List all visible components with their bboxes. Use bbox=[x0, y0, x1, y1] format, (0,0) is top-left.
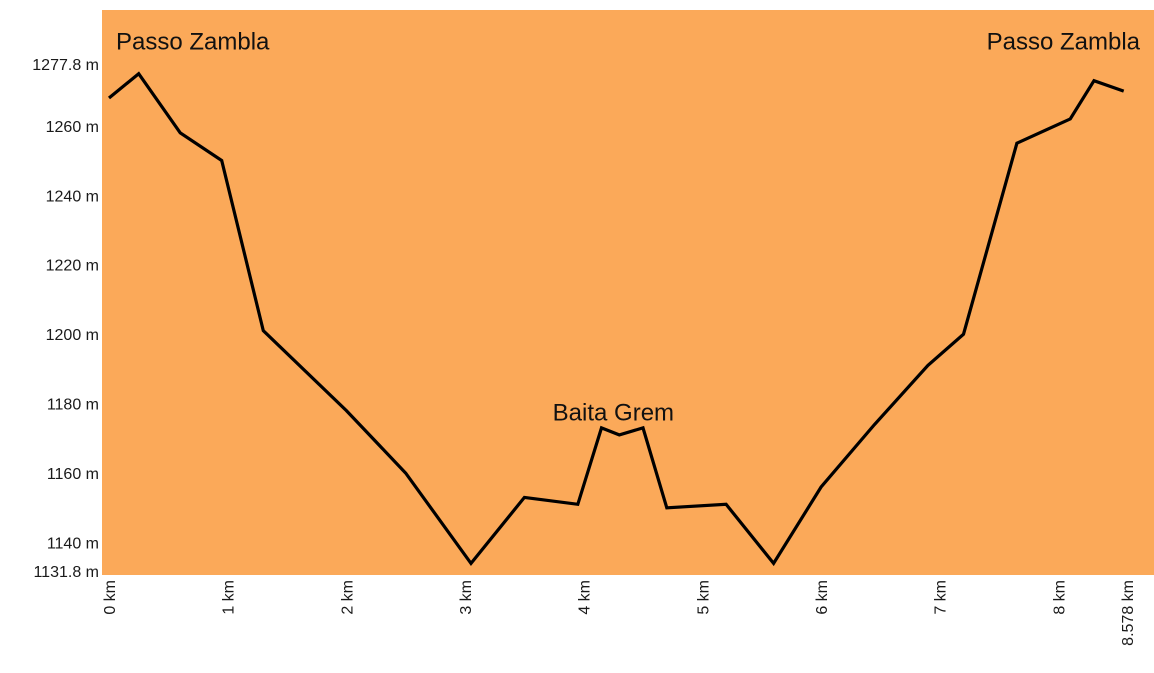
plot-background bbox=[102, 10, 1154, 575]
x-tick-label: 3 km bbox=[458, 580, 475, 615]
x-tick-label: 8.578 km bbox=[1120, 580, 1137, 646]
y-tick-label: 1277.8 m bbox=[32, 57, 99, 74]
location-annotation: Baita Grem bbox=[553, 400, 674, 427]
x-tick-label: 0 km bbox=[102, 580, 119, 615]
x-tick-label: 6 km bbox=[814, 580, 831, 615]
x-tick-label: 5 km bbox=[695, 580, 712, 615]
elevation-profile-line bbox=[107, 71, 1125, 567]
y-tick-label: 1131.8 m bbox=[33, 564, 99, 581]
y-tick-label: 1180 m bbox=[47, 397, 99, 414]
location-annotation: Passo Zambla bbox=[987, 28, 1141, 55]
y-tick-label: 1220 m bbox=[46, 258, 99, 275]
x-tick-label: 8 km bbox=[1051, 580, 1068, 615]
y-tick-label: 1260 m bbox=[46, 119, 99, 136]
x-tick-label: 7 km bbox=[933, 580, 950, 615]
x-tick-label: 4 km bbox=[577, 580, 594, 615]
y-tick-label: 1140 m bbox=[47, 536, 99, 553]
y-tick-label: 1240 m bbox=[46, 188, 99, 205]
location-annotation: Passo Zambla bbox=[116, 28, 270, 55]
x-tick-label: 2 km bbox=[339, 580, 356, 615]
y-tick-label: 1200 m bbox=[46, 327, 99, 344]
x-tick-label: 1 km bbox=[221, 580, 238, 615]
y-tick-label: 1160 m bbox=[47, 466, 99, 483]
